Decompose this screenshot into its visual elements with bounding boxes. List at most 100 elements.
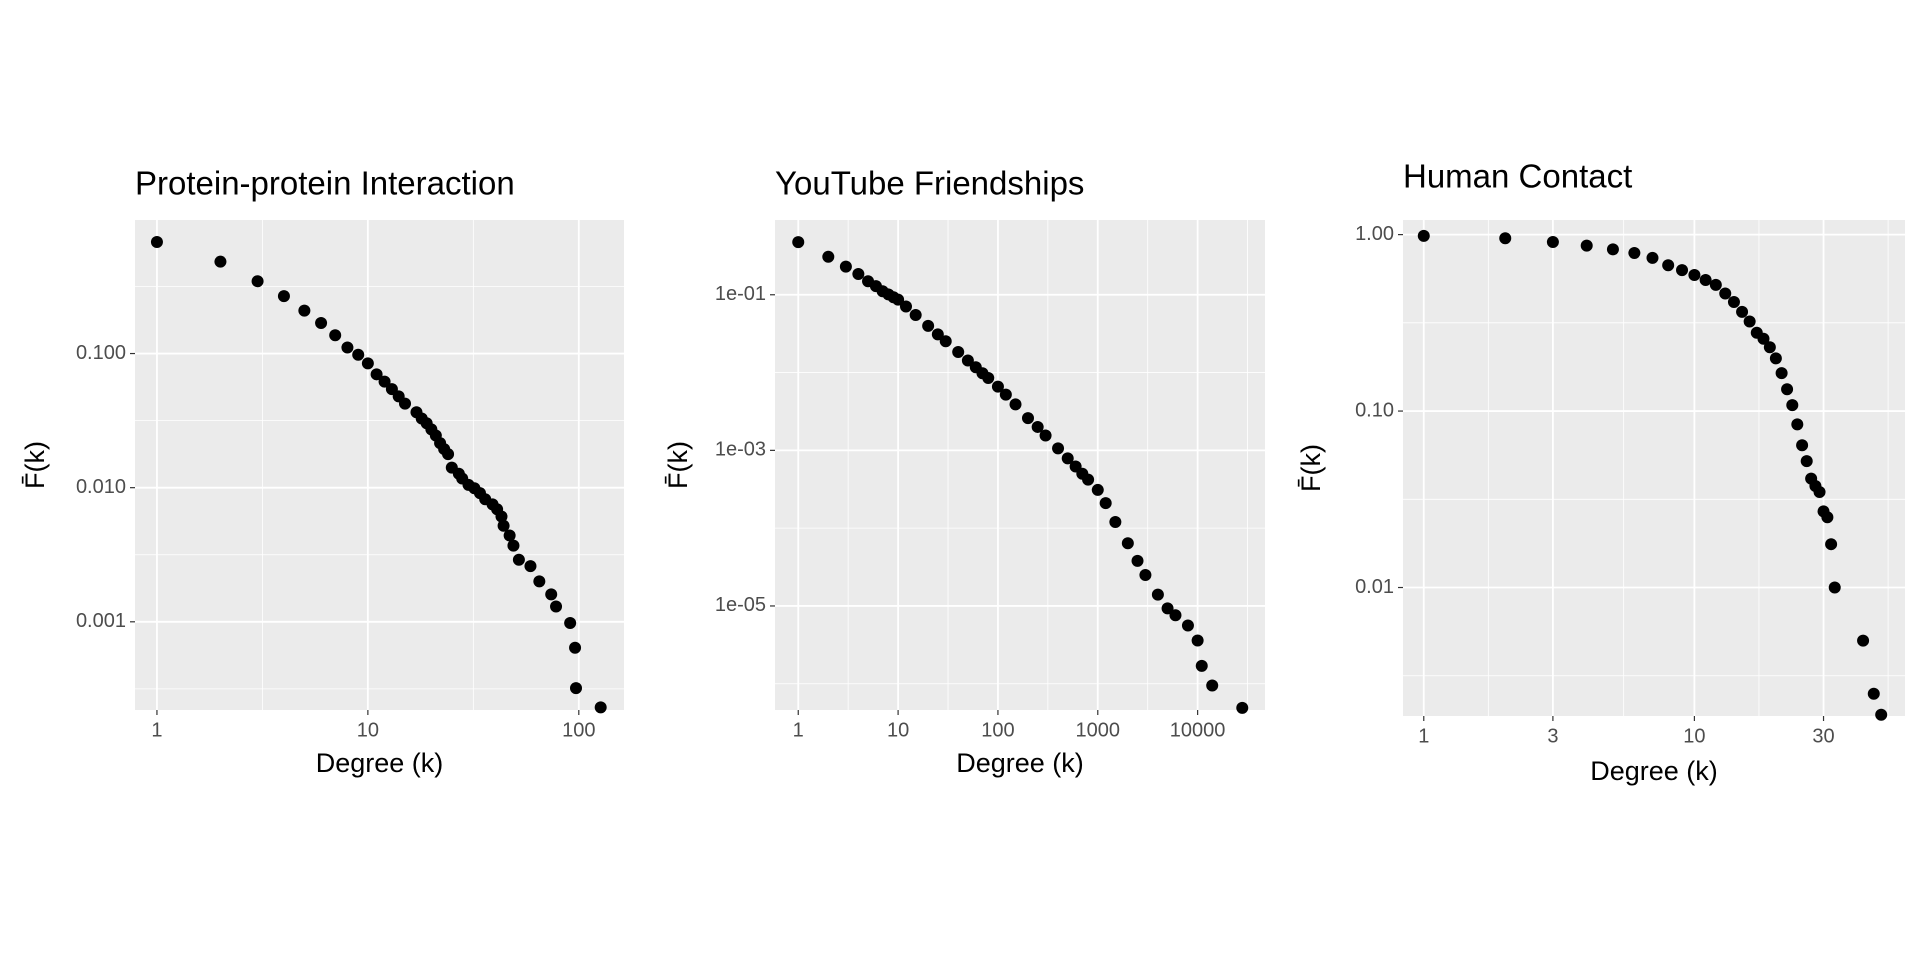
- panel: 1 10 100 1000 10000 1e-01 1e-03 1e-05 YouTube Fr…: [663, 165, 1265, 778]
- point: [150, 236, 163, 249]
- point: [1781, 383, 1794, 396]
- point: [352, 348, 365, 361]
- point: [1699, 274, 1712, 287]
- point: [1131, 554, 1144, 567]
- point: [329, 329, 342, 342]
- point: [1161, 602, 1174, 615]
- point: [1775, 367, 1788, 380]
- x-tick-label: 1: [1418, 725, 1429, 747]
- point: [1195, 659, 1208, 672]
- x-tick-label: 1: [793, 719, 804, 741]
- point: [1791, 418, 1804, 431]
- point: [1606, 243, 1619, 256]
- point: [1236, 701, 1249, 714]
- point: [569, 641, 582, 654]
- y-tick-label: 1e-03: [715, 439, 766, 461]
- point: [251, 275, 264, 288]
- x-tick-label: 100: [562, 719, 595, 741]
- point: [852, 267, 865, 280]
- point: [378, 375, 391, 388]
- y-tick-label: 1e-01: [715, 283, 766, 305]
- point: [1121, 537, 1134, 550]
- point: [341, 341, 354, 354]
- y-axis-label: F̄(k): [663, 441, 693, 489]
- chart-title: Human Contact: [1403, 158, 1632, 195]
- point: [961, 354, 974, 367]
- plot-background: [135, 220, 624, 710]
- point: [1828, 581, 1841, 594]
- point: [1009, 398, 1022, 411]
- point: [361, 357, 374, 370]
- point: [1417, 229, 1430, 242]
- point: [1099, 497, 1112, 510]
- point: [1169, 609, 1182, 622]
- point: [1191, 634, 1204, 647]
- point: [1646, 251, 1659, 264]
- point: [952, 345, 965, 358]
- point: [1151, 588, 1164, 601]
- point: [1688, 269, 1701, 282]
- point: [512, 553, 525, 566]
- point: [1676, 264, 1689, 277]
- point: [1206, 679, 1219, 692]
- point: [497, 519, 510, 532]
- y-tick-label: 0.001: [76, 610, 126, 632]
- point: [1709, 278, 1722, 291]
- point: [822, 250, 835, 263]
- point: [1796, 439, 1809, 452]
- panel: 1 10 100 0.100 0.010 0.001 Protein-protein Int…: [20, 165, 624, 778]
- point: [1052, 442, 1065, 455]
- y-tick-label: 0.100: [76, 342, 126, 364]
- x-tick-label: 10000: [1170, 719, 1226, 741]
- point: [564, 616, 577, 629]
- point: [1109, 516, 1122, 529]
- y-tick-label: 0.01: [1355, 576, 1394, 598]
- point: [999, 388, 1012, 401]
- point: [1082, 473, 1095, 486]
- x-tick-label: 10: [887, 719, 909, 741]
- point: [1813, 485, 1826, 498]
- point: [1769, 352, 1782, 365]
- point: [1727, 296, 1740, 309]
- point: [533, 575, 546, 588]
- point: [214, 255, 227, 268]
- y-tick-label: 1e-05: [715, 594, 766, 616]
- point: [1061, 452, 1074, 465]
- point: [277, 290, 290, 303]
- point: [982, 372, 995, 385]
- point: [1039, 429, 1052, 442]
- point: [1031, 420, 1044, 433]
- point: [1800, 455, 1813, 468]
- x-tick-label: 3: [1547, 725, 1558, 747]
- point: [1867, 687, 1880, 700]
- point: [1181, 619, 1194, 632]
- point: [1580, 239, 1593, 252]
- point: [1743, 315, 1756, 328]
- panel: 1 3 10 30 1.00 0.10 0.01 Human Contact Degree (k…: [1296, 158, 1905, 786]
- point: [899, 300, 912, 313]
- x-tick-label: 1: [151, 719, 162, 741]
- point: [1628, 246, 1641, 259]
- point: [399, 397, 412, 410]
- point: [1825, 538, 1838, 551]
- y-tick-label: 0.10: [1355, 399, 1394, 421]
- point: [939, 335, 952, 348]
- y-tick-label: 0.010: [76, 476, 126, 498]
- point: [1757, 332, 1770, 345]
- point: [1139, 569, 1152, 582]
- point: [594, 701, 607, 714]
- point: [909, 308, 922, 321]
- point: [370, 368, 383, 381]
- point: [892, 293, 905, 306]
- point: [792, 236, 805, 249]
- x-axis-label: Degree (k): [956, 748, 1084, 778]
- point: [298, 304, 311, 317]
- x-tick-label: 10: [357, 719, 379, 741]
- point: [839, 260, 852, 273]
- point: [545, 588, 558, 601]
- point: [442, 448, 455, 461]
- x-tick-label: 30: [1812, 725, 1834, 747]
- point: [495, 510, 508, 523]
- point: [507, 539, 520, 552]
